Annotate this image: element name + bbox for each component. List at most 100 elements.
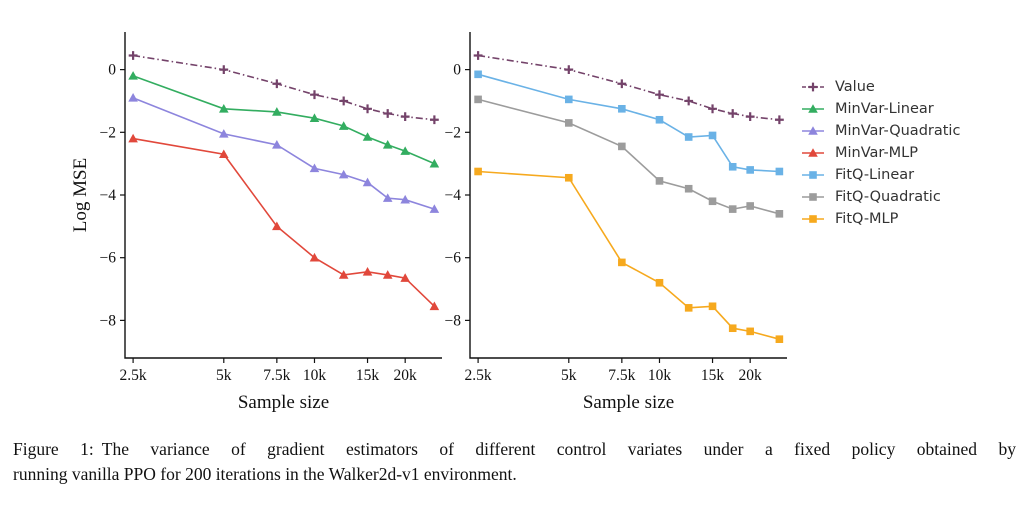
- data-point: [382, 270, 393, 279]
- data-point: [363, 104, 372, 114]
- data-point: [272, 79, 282, 89]
- data-point: [128, 71, 138, 80]
- x-tick-label: 10k: [648, 367, 672, 384]
- series-Value: [128, 51, 439, 125]
- figure-caption: Figure 1: The variance of gradient estima…: [13, 437, 1016, 488]
- data-point: [362, 266, 373, 276]
- y-tick-label: −4: [100, 187, 117, 204]
- data-point: [128, 93, 138, 102]
- data-point: [808, 104, 818, 113]
- data-point: [474, 167, 482, 176]
- caption-line-1: Figure 1: The variance of gradient estima…: [13, 437, 1016, 462]
- data-point: [655, 115, 664, 124]
- x-tick-label: 5k: [216, 367, 232, 384]
- x-tick-label: 20k: [394, 367, 418, 384]
- data-point: [808, 126, 818, 135]
- series-line: [132, 137, 435, 307]
- data-point: [775, 210, 784, 218]
- data-point: [728, 205, 737, 213]
- triangle-marker-icon: [802, 148, 824, 157]
- data-point: [617, 79, 627, 89]
- legend-label: MinVar-Linear: [835, 101, 934, 117]
- series-line: [478, 170, 780, 340]
- caption-line-2: running vanilla PPO for 200 iterations i…: [13, 464, 517, 485]
- x-tick-label: 10k: [303, 367, 327, 384]
- x-tick-label: 5k: [561, 367, 577, 384]
- data-point: [338, 121, 349, 130]
- data-point: [339, 96, 349, 106]
- series-MinVar-Linear: [128, 71, 440, 168]
- data-point: [219, 65, 229, 75]
- legend-label: MinVar-MLP: [835, 145, 919, 161]
- data-point: [809, 171, 817, 179]
- data-point: [655, 177, 664, 185]
- data-point: [309, 163, 320, 173]
- data-point: [618, 258, 626, 267]
- data-point: [708, 131, 717, 140]
- series-line: [132, 75, 435, 165]
- data-point: [272, 107, 282, 116]
- data-point: [809, 215, 817, 223]
- data-point: [564, 119, 573, 127]
- data-point: [429, 204, 440, 213]
- data-point: [400, 194, 410, 204]
- data-point: [218, 103, 229, 113]
- data-point: [382, 140, 393, 149]
- data-point: [808, 148, 818, 157]
- series-line: [477, 98, 780, 215]
- data-point: [309, 252, 320, 262]
- series-MinVar-Quadratic: [128, 93, 440, 213]
- data-point: [775, 335, 784, 343]
- y-tick-label: −8: [100, 312, 117, 329]
- x-tick-label: 15k: [356, 367, 380, 384]
- data-point: [400, 146, 410, 155]
- legend-item-FitQ-Quadratic: FitQ-Quadratic: [800, 186, 960, 208]
- data-point: [272, 221, 282, 231]
- legend-label: MinVar-Quadratic: [835, 123, 961, 139]
- square-marker-icon: [802, 215, 824, 223]
- data-point: [746, 202, 754, 210]
- data-point: [655, 278, 664, 287]
- y-axis-label: Log MSE: [70, 158, 91, 232]
- series-line: [132, 54, 435, 121]
- y-tick-label: 0: [108, 62, 116, 79]
- y-tick-label: −6: [445, 250, 462, 267]
- data-point: [684, 133, 693, 141]
- legend-item-MinVar-Linear: MinVar-Linear: [800, 98, 960, 120]
- data-point: [708, 302, 717, 311]
- caption-text-1: The variance of gradient estimators of d…: [101, 439, 1016, 459]
- chart-left: 2.5k 5k 7.5k 10k 15k 20k 0 −2 −4 −6 −8 Sample size L…: [70, 32, 442, 413]
- data-point: [128, 51, 138, 60]
- data-point: [684, 304, 693, 312]
- data-point: [655, 90, 664, 100]
- data-point: [362, 177, 373, 187]
- y-tick-label: −2: [445, 124, 462, 141]
- data-point: [618, 142, 626, 151]
- data-point: [128, 133, 138, 143]
- square-marker-icon: [802, 171, 824, 179]
- data-point: [474, 70, 482, 79]
- data-point: [618, 104, 626, 113]
- legend-item-FitQ-MLP: FitQ-MLP: [800, 208, 960, 230]
- data-point: [338, 270, 349, 279]
- data-point: [473, 51, 483, 60]
- x-tick-label: 7.5k: [608, 367, 635, 384]
- caption-label: Figure 1:: [13, 439, 94, 459]
- series-MinVar-MLP: [128, 133, 440, 311]
- data-point: [362, 132, 373, 141]
- data-point: [684, 184, 693, 193]
- legend-item-Value: Value: [800, 76, 960, 98]
- legend-item-MinVar-Quadratic: MinVar-Quadratic: [800, 120, 960, 142]
- y-tick-label: −8: [445, 312, 462, 329]
- data-point: [429, 301, 440, 311]
- data-point: [564, 65, 574, 75]
- x-tick-label: 2.5k: [120, 367, 147, 384]
- data-point: [218, 149, 229, 159]
- data-point: [708, 197, 717, 206]
- square-marker-icon: [802, 193, 824, 201]
- chart-right: 2.5k 5k 7.5k 10k 15k 20k 0 −2 −4 −6 −8 Sample size: [445, 32, 787, 413]
- data-point: [684, 96, 694, 106]
- x-tick-label: 15k: [701, 367, 725, 384]
- data-point: [429, 115, 439, 125]
- legend-item-MinVar-MLP: MinVar-MLP: [800, 142, 960, 164]
